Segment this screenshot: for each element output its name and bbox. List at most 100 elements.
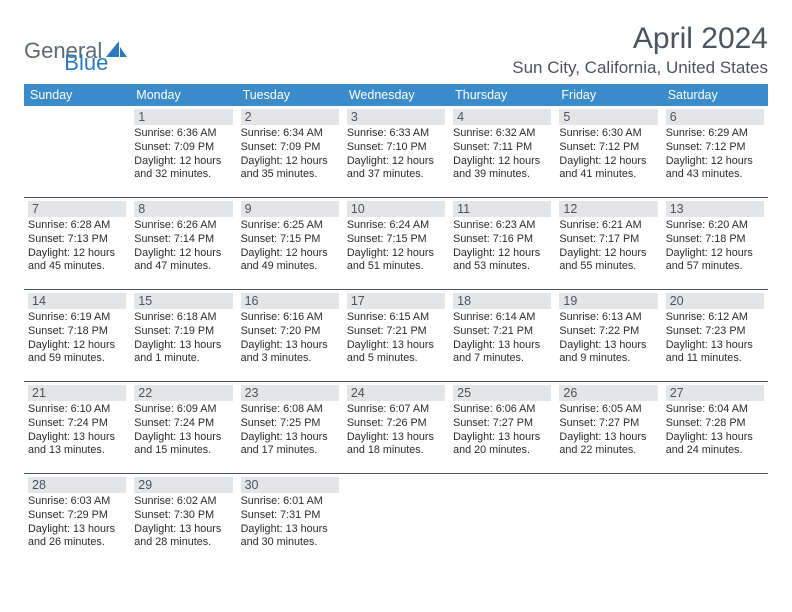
day-number: 9 [241, 201, 339, 217]
sunset-text: Sunset: 7:20 PM [241, 325, 339, 339]
calendar-cell: 22Sunrise: 6:09 AMSunset: 7:24 PMDayligh… [130, 382, 236, 474]
cell-details: Sunrise: 6:03 AMSunset: 7:29 PMDaylight:… [28, 495, 126, 550]
calendar-cell: 10 Sunrise: 6:24 AMSunset: 7:15 PMDayligh… [343, 198, 449, 290]
cell-details: Sunrise: 6:29 AMSunset: 7:12 PMDaylight:… [666, 127, 764, 182]
daylight1-text: Daylight: 13 hours [453, 339, 551, 353]
sunset-text: Sunset: 7:16 PM [453, 233, 551, 247]
calendar-cell: 29Sunrise: 6:02 AMSunset: 7:30 PMDayligh… [130, 474, 236, 566]
sunset-text: Sunset: 7:17 PM [559, 233, 657, 247]
daylight2-text: and 49 minutes. [241, 260, 339, 274]
daylight1-text: Daylight: 13 hours [241, 431, 339, 445]
day-number: 8 [134, 201, 232, 217]
day-number: 5 [559, 109, 657, 125]
sunrise-text: Sunrise: 6:08 AM [241, 403, 339, 417]
sunrise-text: Sunrise: 6:33 AM [347, 127, 445, 141]
day-number: 28 [28, 477, 126, 493]
daylight2-text: and 30 minutes. [241, 536, 339, 550]
cell-details: Sunrise: 6:02 AMSunset: 7:30 PMDaylight:… [134, 495, 232, 550]
daylight2-text: and 32 minutes. [134, 168, 232, 182]
cell-details: Sunrise: 6:01 AMSunset: 7:31 PMDaylight:… [241, 495, 339, 550]
cell-details: Sunrise: 6:25 AMSunset: 7:15 PMDaylight:… [241, 219, 339, 274]
calendar-cell: 27Sunrise: 6:04 AMSunset: 7:28 PMDayligh… [662, 382, 768, 474]
calendar-cell: 8Sunrise: 6:26 AMSunset: 7:14 PMDaylight… [130, 198, 236, 290]
cell-details: Sunrise: 6:32 AMSunset: 7:11 PMDaylight:… [453, 127, 551, 182]
sunset-text: Sunset: 7:13 PM [28, 233, 126, 247]
daylight2-text: and 24 minutes. [666, 444, 764, 458]
cell-details: Sunrise: 6:24 AMSunset: 7:15 PMDaylight:… [347, 219, 445, 274]
calendar-row: 21Sunrise: 6:10 AMSunset: 7:24 PMDayligh… [24, 382, 768, 474]
daylight2-text: and 39 minutes. [453, 168, 551, 182]
daylight1-text: Daylight: 13 hours [347, 339, 445, 353]
daylight1-text: Daylight: 12 hours [347, 155, 445, 169]
cell-details: Sunrise: 6:15 AMSunset: 7:21 PMDaylight:… [347, 311, 445, 366]
sunset-text: Sunset: 7:29 PM [28, 509, 126, 523]
logo-sail-icon [106, 39, 128, 64]
sunset-text: Sunset: 7:18 PM [666, 233, 764, 247]
calendar-row: 7Sunrise: 6:28 AMSunset: 7:13 PMDaylight… [24, 198, 768, 290]
sunset-text: Sunset: 7:09 PM [241, 141, 339, 155]
calendar-cell: 28 Sunrise: 6:03 AMSunset: 7:29 PMDayligh… [24, 474, 130, 566]
daylight1-text: Daylight: 13 hours [559, 339, 657, 353]
daylight1-text: Daylight: 13 hours [28, 431, 126, 445]
day-number: 1 [134, 109, 232, 125]
day-number: 15 [134, 293, 232, 309]
calendar-cell [24, 106, 130, 198]
daylight2-text: and 28 minutes. [134, 536, 232, 550]
calendar-cell: 12 Sunrise: 6:21 AMSunset: 7:17 PMDayligh… [555, 198, 661, 290]
cell-details: Sunrise: 6:20 AMSunset: 7:18 PMDaylight:… [666, 219, 764, 274]
sunrise-text: Sunrise: 6:03 AM [28, 495, 126, 509]
sunset-text: Sunset: 7:10 PM [347, 141, 445, 155]
daylight1-text: Daylight: 13 hours [559, 431, 657, 445]
cell-details: Sunrise: 6:36 AMSunset: 7:09 PMDaylight:… [134, 127, 232, 182]
calendar-cell: 7Sunrise: 6:28 AMSunset: 7:13 PMDaylight… [24, 198, 130, 290]
cell-details: Sunrise: 6:21 AMSunset: 7:17 PMDaylight:… [559, 219, 657, 274]
sunrise-text: Sunrise: 6:29 AM [666, 127, 764, 141]
daylight2-text: and 5 minutes. [347, 352, 445, 366]
day-number: 23 [241, 385, 339, 401]
calendar-table: Sunday Monday Tuesday Wednesday Thursday… [24, 84, 768, 565]
sunrise-text: Sunrise: 6:26 AM [134, 219, 232, 233]
day-number: 30 [241, 477, 339, 493]
cell-details: Sunrise: 6:16 AMSunset: 7:20 PMDaylight:… [241, 311, 339, 366]
sunset-text: Sunset: 7:21 PM [347, 325, 445, 339]
logo-text-2: Blue [64, 50, 108, 76]
daylight2-text: and 53 minutes. [453, 260, 551, 274]
sunrise-text: Sunrise: 6:06 AM [453, 403, 551, 417]
sunrise-text: Sunrise: 6:19 AM [28, 311, 126, 325]
cell-details: Sunrise: 6:14 AMSunset: 7:21 PMDaylight:… [453, 311, 551, 366]
location-text: Sun City, California, United States [512, 58, 768, 78]
sunrise-text: Sunrise: 6:07 AM [347, 403, 445, 417]
daylight1-text: Daylight: 12 hours [453, 155, 551, 169]
sunrise-text: Sunrise: 6:32 AM [453, 127, 551, 141]
day-number: 27 [666, 385, 764, 401]
cell-details: Sunrise: 6:28 AMSunset: 7:13 PMDaylight:… [28, 219, 126, 274]
sunrise-text: Sunrise: 6:10 AM [28, 403, 126, 417]
day-number: 10 [347, 201, 445, 217]
sunset-text: Sunset: 7:23 PM [666, 325, 764, 339]
day-number: 12 [559, 201, 657, 217]
calendar-row: 14Sunrise: 6:19 AMSunset: 7:18 PMDayligh… [24, 290, 768, 382]
cell-details: Sunrise: 6:19 AMSunset: 7:18 PMDaylight:… [28, 311, 126, 366]
sunrise-text: Sunrise: 6:25 AM [241, 219, 339, 233]
daylight1-text: Daylight: 12 hours [134, 155, 232, 169]
cell-details: Sunrise: 6:06 AMSunset: 7:27 PMDaylight:… [453, 403, 551, 458]
daylight2-text: and 20 minutes. [453, 444, 551, 458]
day-number: 4 [453, 109, 551, 125]
sunrise-text: Sunrise: 6:30 AM [559, 127, 657, 141]
day-number: 26 [559, 385, 657, 401]
sunrise-text: Sunrise: 6:21 AM [559, 219, 657, 233]
daylight1-text: Daylight: 13 hours [453, 431, 551, 445]
sunrise-text: Sunrise: 6:34 AM [241, 127, 339, 141]
sunrise-text: Sunrise: 6:09 AM [134, 403, 232, 417]
sunrise-text: Sunrise: 6:14 AM [453, 311, 551, 325]
sunrise-text: Sunrise: 6:24 AM [347, 219, 445, 233]
daylight1-text: Daylight: 12 hours [134, 247, 232, 261]
calendar-cell: 14Sunrise: 6:19 AMSunset: 7:18 PMDayligh… [24, 290, 130, 382]
calendar-cell: 18Sunrise: 6:14 AMSunset: 7:21 PMDayligh… [449, 290, 555, 382]
daylight2-text: and 9 minutes. [559, 352, 657, 366]
daylight2-text: and 43 minutes. [666, 168, 764, 182]
dow-friday: Friday [555, 84, 661, 106]
daylight1-text: Daylight: 12 hours [347, 247, 445, 261]
day-number: 11 [453, 201, 551, 217]
sunrise-text: Sunrise: 6:13 AM [559, 311, 657, 325]
